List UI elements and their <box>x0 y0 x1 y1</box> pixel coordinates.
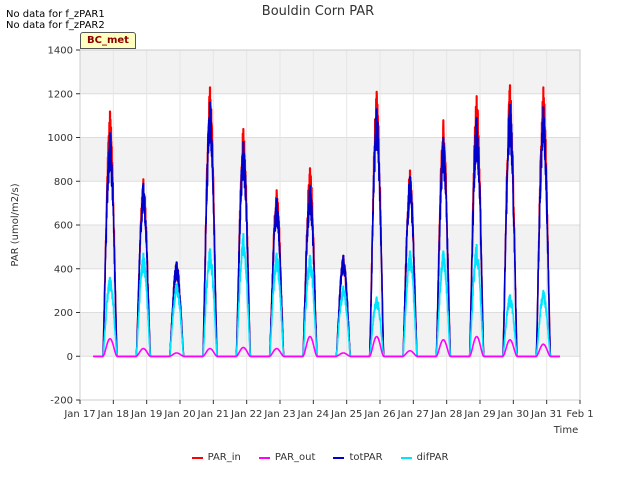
x-tick-label: Jan 27 <box>397 409 429 420</box>
y-tick-label: 1200 <box>48 89 73 100</box>
legend-item-par-out: PAR_out <box>258 452 316 463</box>
x-tick-label: Jan 28 <box>430 409 462 420</box>
x-tick-label: Jan 20 <box>163 409 195 420</box>
band-1 <box>80 312 580 357</box>
band-7 <box>80 50 580 94</box>
y-tick-label: 200 <box>54 308 73 319</box>
y-tick-label: 400 <box>54 264 73 275</box>
band-5 <box>80 137 580 182</box>
no-data-note-1: No data for f_zPAR1 <box>6 9 105 20</box>
x-tick-label: Jan 18 <box>97 409 129 420</box>
x-tick-label: Jan 23 <box>263 409 295 420</box>
legend-label-totpar: totPAR <box>349 452 383 463</box>
x-tick-label: Jan 17 <box>63 409 95 420</box>
series-layer <box>92 84 561 358</box>
y-axis-ticks: -200 0 200 400 600 800 1000 1200 1400 <box>48 46 80 407</box>
legend-label-par-in: PAR_in <box>207 452 241 463</box>
x-tick-label: Jan 29 <box>463 409 495 420</box>
no-data-note-2: No data for f_zPAR2 <box>6 20 105 31</box>
x-tick-label: Jan 31 <box>530 409 562 420</box>
band-3 <box>80 225 580 269</box>
y-axis-label: PAR (umol/m2/s) <box>10 183 21 266</box>
legend-label-difpar: difPAR <box>416 452 449 463</box>
x-tick-label: Jan 30 <box>497 409 529 420</box>
x-axis-ticks: Jan 17 Jan 18 Jan 19 Jan 20 Jan 21 Jan 22 Jan … <box>63 400 594 420</box>
chart-title: Bouldin Corn PAR <box>262 4 374 19</box>
legend-item-difpar: difPAR <box>400 452 449 463</box>
legend-swatch-par-out <box>258 456 270 459</box>
legend-label-par-out: PAR_out <box>274 452 316 463</box>
x-tick-label: Jan 24 <box>297 409 329 420</box>
legend-item-totpar: totPAR <box>333 452 383 463</box>
x-tick-label: Jan 21 <box>197 409 229 420</box>
y-tick-label: -200 <box>50 396 73 407</box>
legend-item-par-in: PAR_in <box>191 452 241 463</box>
x-tick-label: Jan 22 <box>230 409 262 420</box>
y-tick-label: 1000 <box>48 133 73 144</box>
y-tick-label: 1400 <box>48 46 73 57</box>
background-bands <box>80 50 580 357</box>
legend-swatch-difpar <box>400 456 412 459</box>
y-tick-label: 0 <box>67 352 73 363</box>
y-tick-label: 800 <box>54 177 73 188</box>
legend: PAR_in PAR_out totPAR difPAR <box>0 452 640 463</box>
x-axis-label: Time <box>553 425 578 436</box>
x-tick-label: Jan 19 <box>130 409 162 420</box>
legend-swatch-par-in <box>191 456 203 459</box>
y-tick-label: 600 <box>54 221 73 232</box>
site-badge: BC_met <box>80 32 136 49</box>
series-line-par-out <box>92 335 561 358</box>
x-tick-label: Feb 1 <box>566 409 593 420</box>
x-tick-label: Jan 25 <box>330 409 362 420</box>
x-tick-label: Jan 26 <box>363 409 395 420</box>
legend-swatch-totpar <box>333 456 345 459</box>
